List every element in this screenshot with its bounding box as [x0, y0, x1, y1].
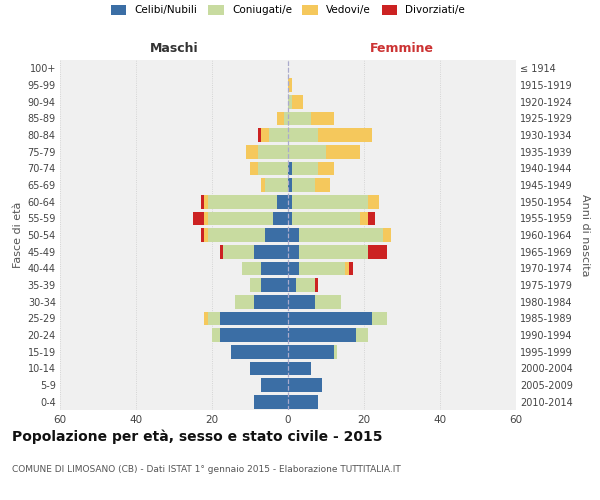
- Bar: [193, 212, 205, 225]
- Bar: [284, 112, 288, 125]
- Bar: [314, 295, 341, 308]
- Bar: [273, 212, 288, 225]
- Bar: [200, 228, 205, 242]
- Bar: [220, 245, 223, 258]
- Bar: [288, 245, 299, 258]
- Bar: [205, 212, 208, 225]
- Bar: [257, 162, 288, 175]
- Bar: [254, 395, 288, 408]
- Bar: [360, 212, 368, 225]
- Bar: [288, 78, 292, 92]
- Bar: [288, 178, 292, 192]
- Bar: [288, 128, 319, 142]
- Bar: [262, 278, 288, 292]
- Bar: [288, 95, 292, 108]
- Bar: [254, 295, 288, 308]
- Bar: [288, 228, 299, 242]
- Bar: [288, 162, 292, 175]
- Bar: [208, 212, 273, 225]
- Bar: [265, 228, 288, 242]
- Bar: [223, 245, 254, 258]
- Bar: [200, 195, 205, 208]
- Bar: [292, 95, 303, 108]
- Bar: [314, 178, 330, 192]
- Bar: [288, 295, 314, 308]
- Bar: [208, 228, 265, 242]
- Bar: [257, 145, 288, 158]
- Bar: [212, 328, 220, 342]
- Bar: [262, 128, 269, 142]
- Bar: [288, 262, 299, 275]
- Bar: [242, 262, 262, 275]
- Bar: [231, 345, 288, 358]
- Bar: [246, 145, 257, 158]
- Bar: [292, 212, 360, 225]
- Bar: [326, 145, 360, 158]
- Text: Femmine: Femmine: [370, 42, 434, 55]
- Bar: [292, 178, 314, 192]
- Bar: [262, 178, 265, 192]
- Bar: [311, 112, 334, 125]
- Bar: [277, 195, 288, 208]
- Bar: [277, 112, 284, 125]
- Y-axis label: Fasce di età: Fasce di età: [13, 202, 23, 268]
- Bar: [269, 128, 288, 142]
- Bar: [288, 278, 296, 292]
- Bar: [288, 145, 326, 158]
- Bar: [208, 195, 277, 208]
- Bar: [296, 278, 314, 292]
- Bar: [288, 312, 371, 325]
- Bar: [254, 245, 288, 258]
- Bar: [250, 278, 262, 292]
- Bar: [292, 195, 368, 208]
- Bar: [205, 228, 208, 242]
- Bar: [299, 228, 383, 242]
- Bar: [250, 162, 257, 175]
- Bar: [262, 262, 288, 275]
- Bar: [288, 362, 311, 375]
- Bar: [288, 345, 334, 358]
- Text: Popolazione per età, sesso e stato civile - 2015: Popolazione per età, sesso e stato civil…: [12, 430, 383, 444]
- Bar: [257, 128, 262, 142]
- Bar: [349, 262, 353, 275]
- Bar: [319, 128, 371, 142]
- Bar: [220, 312, 288, 325]
- Bar: [288, 378, 322, 392]
- Bar: [220, 328, 288, 342]
- Bar: [319, 162, 334, 175]
- Bar: [345, 262, 349, 275]
- Bar: [205, 195, 208, 208]
- Bar: [250, 362, 288, 375]
- Bar: [288, 328, 356, 342]
- Bar: [205, 312, 208, 325]
- Bar: [383, 228, 391, 242]
- Legend: Celibi/Nubili, Coniugati/e, Vedovi/e, Divorziati/e: Celibi/Nubili, Coniugati/e, Vedovi/e, Di…: [111, 5, 465, 15]
- Bar: [288, 195, 292, 208]
- Bar: [288, 112, 311, 125]
- Bar: [368, 245, 387, 258]
- Bar: [299, 245, 368, 258]
- Bar: [334, 345, 337, 358]
- Bar: [262, 378, 288, 392]
- Bar: [299, 262, 345, 275]
- Text: COMUNE DI LIMOSANO (CB) - Dati ISTAT 1° gennaio 2015 - Elaborazione TUTTITALIA.I: COMUNE DI LIMOSANO (CB) - Dati ISTAT 1° …: [12, 465, 401, 474]
- Bar: [371, 312, 387, 325]
- Bar: [314, 278, 319, 292]
- Bar: [368, 212, 376, 225]
- Bar: [288, 395, 319, 408]
- Bar: [235, 295, 254, 308]
- Bar: [288, 212, 292, 225]
- Bar: [368, 195, 379, 208]
- Text: Maschi: Maschi: [149, 42, 199, 55]
- Bar: [292, 162, 319, 175]
- Bar: [208, 312, 220, 325]
- Bar: [265, 178, 288, 192]
- Y-axis label: Anni di nascita: Anni di nascita: [580, 194, 590, 276]
- Bar: [356, 328, 368, 342]
